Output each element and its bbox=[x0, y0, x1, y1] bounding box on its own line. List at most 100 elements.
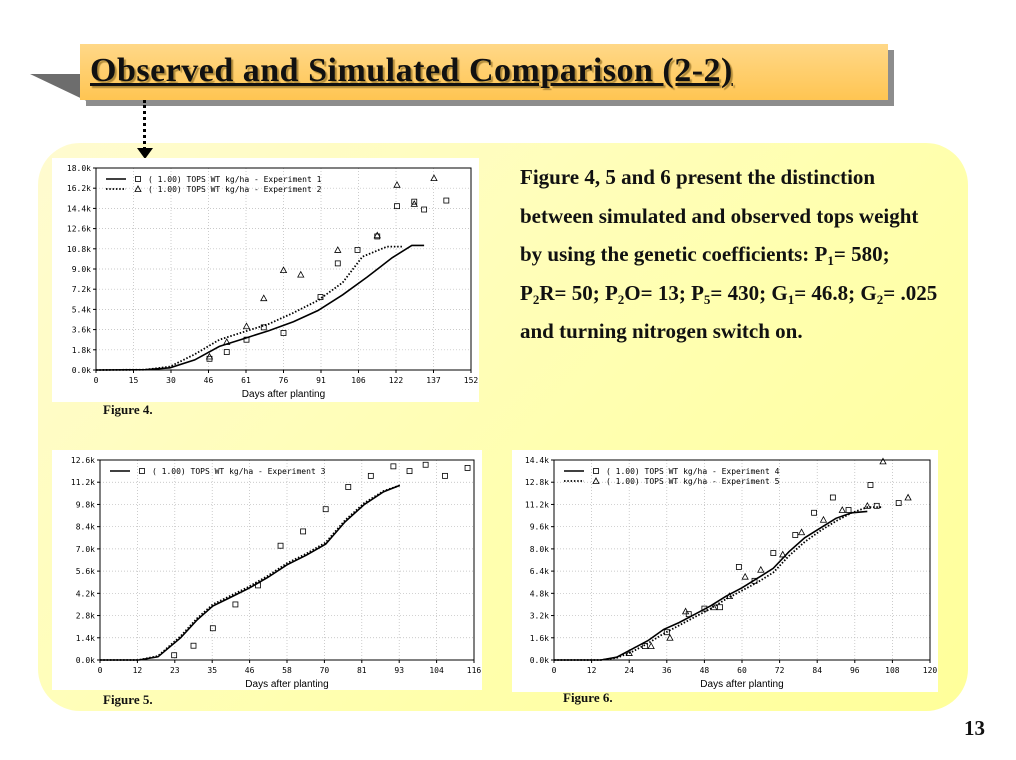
y-tick-label: 18.0k bbox=[67, 164, 91, 173]
y-tick-label: 1.4k bbox=[76, 634, 95, 643]
chart-svg: 0 12 24 36 48 60 72 84 96 108 120 0.0k 1.6k 3.2k 4.8k 6… bbox=[525, 456, 938, 690]
dotted-arrow-line bbox=[143, 100, 146, 150]
y-tick-label: 14.4k bbox=[67, 204, 91, 213]
description-text: Figure 4, 5 and 6 present the distinctio… bbox=[520, 158, 940, 351]
y-tick-label: 5.6k bbox=[76, 567, 95, 576]
observed-point-square bbox=[232, 601, 239, 608]
legend-text: ( 1.00) TOPS WT kg/ha - Experiment 5 bbox=[606, 477, 780, 486]
x-tick-label: 60 bbox=[737, 666, 747, 675]
figure-4-chart: 0 15 30 46 61 76 91 106 122 137 152 0.0k 1.8k 3.6k 5.4… bbox=[52, 158, 479, 402]
observed-point-square bbox=[317, 294, 324, 300]
observed-point-triangle bbox=[863, 501, 872, 509]
y-tick-label: 6.4k bbox=[530, 567, 549, 576]
y-tick-label: 1.6k bbox=[530, 634, 549, 643]
y-tick-label: 3.6k bbox=[72, 326, 91, 335]
observed-point-triangle bbox=[741, 572, 749, 580]
y-tick-label: 11.2k bbox=[71, 478, 95, 487]
legend-text: ( 1.00) TOPS WT kg/ha - Experiment 4 bbox=[606, 467, 780, 476]
series-line bbox=[95, 244, 425, 371]
y-tick-label: 0.0k bbox=[76, 656, 95, 665]
observed-point-triangle bbox=[260, 294, 268, 302]
observed-point-square bbox=[421, 206, 428, 213]
observed-point-square bbox=[190, 642, 197, 649]
desc-seg: Figure 4, 5 and 6 present the distinctio… bbox=[520, 165, 919, 266]
y-tick-label: 11.2k bbox=[525, 500, 549, 509]
x-tick-label: 70 bbox=[320, 666, 330, 675]
y-tick-label: 9.8k bbox=[76, 500, 95, 509]
y-tick-label: 9.0k bbox=[72, 265, 91, 274]
x-tick-label: 106 bbox=[351, 376, 366, 385]
observed-point-triangle bbox=[797, 528, 806, 536]
x-axis-label: Days after planting bbox=[242, 389, 325, 400]
title-bar bbox=[80, 44, 888, 100]
observed-point-triangle bbox=[904, 493, 912, 501]
observed-point-square bbox=[811, 509, 817, 516]
observed-point-square bbox=[442, 472, 448, 479]
observed-point-square bbox=[422, 461, 429, 468]
x-tick-label: 36 bbox=[662, 666, 672, 675]
y-tick-label: 12.8k bbox=[525, 478, 549, 487]
y-tick-label: 9.6k bbox=[530, 523, 549, 532]
observed-point-square bbox=[390, 463, 397, 470]
observed-point-square bbox=[300, 528, 307, 535]
y-tick-label: 5.4k bbox=[72, 305, 91, 314]
x-tick-label: 58 bbox=[282, 666, 292, 675]
slide-title: Observed and Simulated Comparison (2-2) bbox=[90, 52, 733, 89]
figure-4-label: Figure 4. bbox=[103, 402, 153, 417]
observed-point-square bbox=[464, 465, 471, 471]
x-tick-label: 12 bbox=[133, 666, 143, 675]
desc-sub: 2 bbox=[532, 291, 540, 307]
x-tick-label: 48 bbox=[700, 666, 710, 675]
observed-point-triangle bbox=[666, 633, 674, 641]
observed-point-triangle bbox=[205, 352, 214, 360]
observed-point-triangle bbox=[779, 550, 787, 558]
observed-point-triangle bbox=[373, 231, 381, 239]
series-line bbox=[554, 506, 883, 661]
observed-point-triangle bbox=[725, 592, 734, 600]
observed-point-square bbox=[443, 197, 450, 204]
x-tick-label: 116 bbox=[467, 666, 482, 675]
observed-point-square bbox=[735, 564, 742, 570]
x-tick-label: 93 bbox=[394, 666, 404, 675]
y-tick-label: 10.8k bbox=[67, 245, 91, 254]
x-axis-label: Days after planting bbox=[245, 679, 328, 690]
observed-point-square bbox=[223, 349, 230, 355]
series-line bbox=[554, 510, 868, 661]
x-tick-label: 120 bbox=[923, 666, 938, 675]
legend-text: ( 1.00) TOPS WT kg/ha - Experiment 3 bbox=[152, 467, 326, 476]
desc-sub: 2 bbox=[617, 291, 625, 307]
observed-point-square bbox=[334, 260, 341, 267]
x-axis-label: Days after planting bbox=[700, 679, 783, 690]
desc-seg: = 580; P bbox=[520, 242, 890, 305]
observed-point-triangle bbox=[410, 200, 418, 207]
observed-point-square bbox=[663, 629, 670, 636]
y-tick-label: 4.8k bbox=[530, 589, 549, 598]
observed-point-triangle bbox=[647, 642, 655, 650]
observed-point-square bbox=[751, 577, 758, 584]
x-tick-label: 46 bbox=[204, 376, 214, 385]
observed-point-square bbox=[867, 482, 874, 488]
desc-seg: O= 13; P bbox=[624, 280, 704, 305]
figure-5-chart: 0 12 23 35 46 58 70 81 93 104 116 0.0k 1.4k 2.8k 4.2k 5… bbox=[52, 450, 482, 690]
observed-point-square bbox=[394, 203, 400, 210]
desc-seg: = 46.8; G bbox=[794, 280, 877, 305]
desc-seg: = .025 and turning nitrogen switch on. bbox=[520, 280, 938, 344]
y-tick-label: 3.2k bbox=[530, 612, 549, 621]
series-line bbox=[100, 484, 401, 661]
y-tick-label: 12.6k bbox=[67, 225, 91, 234]
y-tick-label: 4.2k bbox=[76, 589, 95, 598]
chart-svg: 0 15 30 46 61 76 91 106 122 137 152 0.0k 1.8k 3.6k 5.4… bbox=[67, 164, 479, 400]
observed-point-triangle bbox=[334, 246, 342, 253]
legend-marker-square bbox=[135, 176, 141, 182]
x-tick-label: 0 bbox=[94, 376, 99, 385]
observed-point-triangle bbox=[879, 457, 887, 465]
desc-seg: = 430; G bbox=[710, 280, 788, 305]
figure-6-label: Figure 6. bbox=[563, 690, 613, 705]
observed-point-square bbox=[367, 472, 374, 479]
x-tick-label: 84 bbox=[812, 666, 822, 675]
observed-point-square bbox=[411, 198, 418, 205]
x-tick-label: 35 bbox=[207, 666, 217, 675]
observed-point-square bbox=[770, 550, 777, 556]
y-tick-label: 7.2k bbox=[72, 285, 91, 294]
x-tick-label: 122 bbox=[389, 376, 404, 385]
